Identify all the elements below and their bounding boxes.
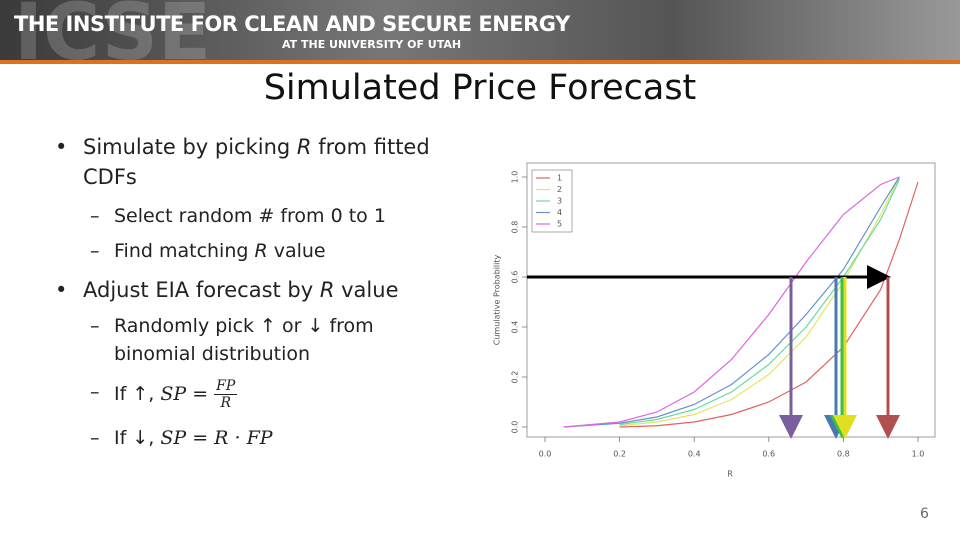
y-axis-label: Cumulative Probability bbox=[493, 254, 502, 345]
sub-bullet: Select random # from 0 to 1 bbox=[90, 202, 420, 230]
legend-label: 4 bbox=[557, 208, 562, 217]
series-line bbox=[619, 176, 900, 427]
text: Simulate by picking bbox=[83, 135, 297, 159]
banner-rule bbox=[0, 60, 960, 64]
text: Select random # from 0 to 1 bbox=[114, 205, 386, 227]
text: R bbox=[319, 278, 335, 302]
x-axis-label: R bbox=[727, 470, 733, 479]
y-tick-label: 1.0 bbox=[511, 171, 520, 184]
slide-title: Simulated Price Forecast bbox=[263, 68, 697, 108]
page-number: 6 bbox=[920, 506, 929, 522]
legend-label: 1 bbox=[557, 174, 562, 183]
math: · bbox=[228, 427, 247, 449]
series-line bbox=[619, 181, 919, 428]
plot-frame bbox=[526, 162, 936, 438]
y-tick-label: 0.2 bbox=[511, 371, 520, 384]
legend-label: 5 bbox=[557, 220, 562, 229]
math: SP bbox=[160, 383, 187, 405]
text: Adjust EIA forecast by bbox=[83, 278, 320, 302]
numerator: FP bbox=[214, 378, 238, 395]
y-tick-label: 0.4 bbox=[511, 321, 520, 334]
series-line bbox=[619, 179, 900, 426]
text: from fitted CDFs bbox=[83, 135, 430, 189]
series-line bbox=[563, 176, 900, 428]
sub-bullet: If ↓, SP = R · FP bbox=[90, 424, 420, 452]
text: value bbox=[334, 278, 399, 302]
math: SP bbox=[160, 427, 187, 449]
x-tick-label: 0.2 bbox=[613, 450, 626, 459]
annotation-arrows bbox=[527, 265, 900, 439]
text: Randomly pick ↑ or ↓ from binomial distr… bbox=[114, 315, 374, 365]
sub-bullet: If ↑, SP = FPR bbox=[90, 378, 420, 411]
watermark: ICSE bbox=[14, 0, 212, 60]
x-tick-label: 1.0 bbox=[912, 450, 925, 459]
x-tick-label: 0.0 bbox=[539, 450, 552, 459]
y-tick-label: 0.0 bbox=[511, 421, 520, 434]
text: R bbox=[254, 240, 268, 262]
x-tick-label: 0.8 bbox=[837, 450, 850, 459]
text: value bbox=[267, 240, 326, 262]
legend-label: 2 bbox=[557, 185, 562, 194]
y-tick-label: 0.6 bbox=[511, 271, 520, 284]
bullet: Adjust EIA forecast by R value bbox=[55, 275, 455, 305]
math: R bbox=[214, 427, 229, 449]
x-tick-label: 0.4 bbox=[688, 450, 701, 459]
sub-bullet: Find matching R value bbox=[90, 237, 420, 265]
sub-bullet: Randomly pick ↑ or ↓ from binomial distr… bbox=[90, 312, 410, 368]
math: = bbox=[186, 427, 215, 449]
text: If ↓, bbox=[114, 427, 161, 449]
math: FP bbox=[246, 427, 273, 449]
series-line bbox=[563, 176, 900, 428]
math: = bbox=[186, 383, 215, 405]
banner-subtitle: AT THE UNIVERSITY OF UTAH bbox=[282, 38, 462, 51]
y-tick-label: 0.8 bbox=[511, 221, 520, 234]
banner: ICSE THE INSTITUTE FOR CLEAN AND SECURE … bbox=[0, 0, 960, 60]
x-tick-label: 0.6 bbox=[762, 450, 775, 459]
text: R bbox=[296, 135, 312, 159]
chart: 0.0 0.2 0.4 0.6 0.8 1.0 0.0 0.2 0.4 0.6 0.8 1.0 1 2 3 4… bbox=[493, 162, 936, 479]
banner-title: THE INSTITUTE FOR CLEAN AND SECURE ENERG… bbox=[14, 12, 570, 36]
text: Find matching bbox=[114, 240, 255, 262]
text: If ↑, bbox=[114, 383, 161, 405]
fraction: FP R bbox=[214, 378, 238, 411]
legend-label: 3 bbox=[557, 197, 562, 206]
bullet: Simulate by picking R from fitted CDFs bbox=[55, 132, 455, 192]
denominator: R bbox=[220, 395, 231, 411]
